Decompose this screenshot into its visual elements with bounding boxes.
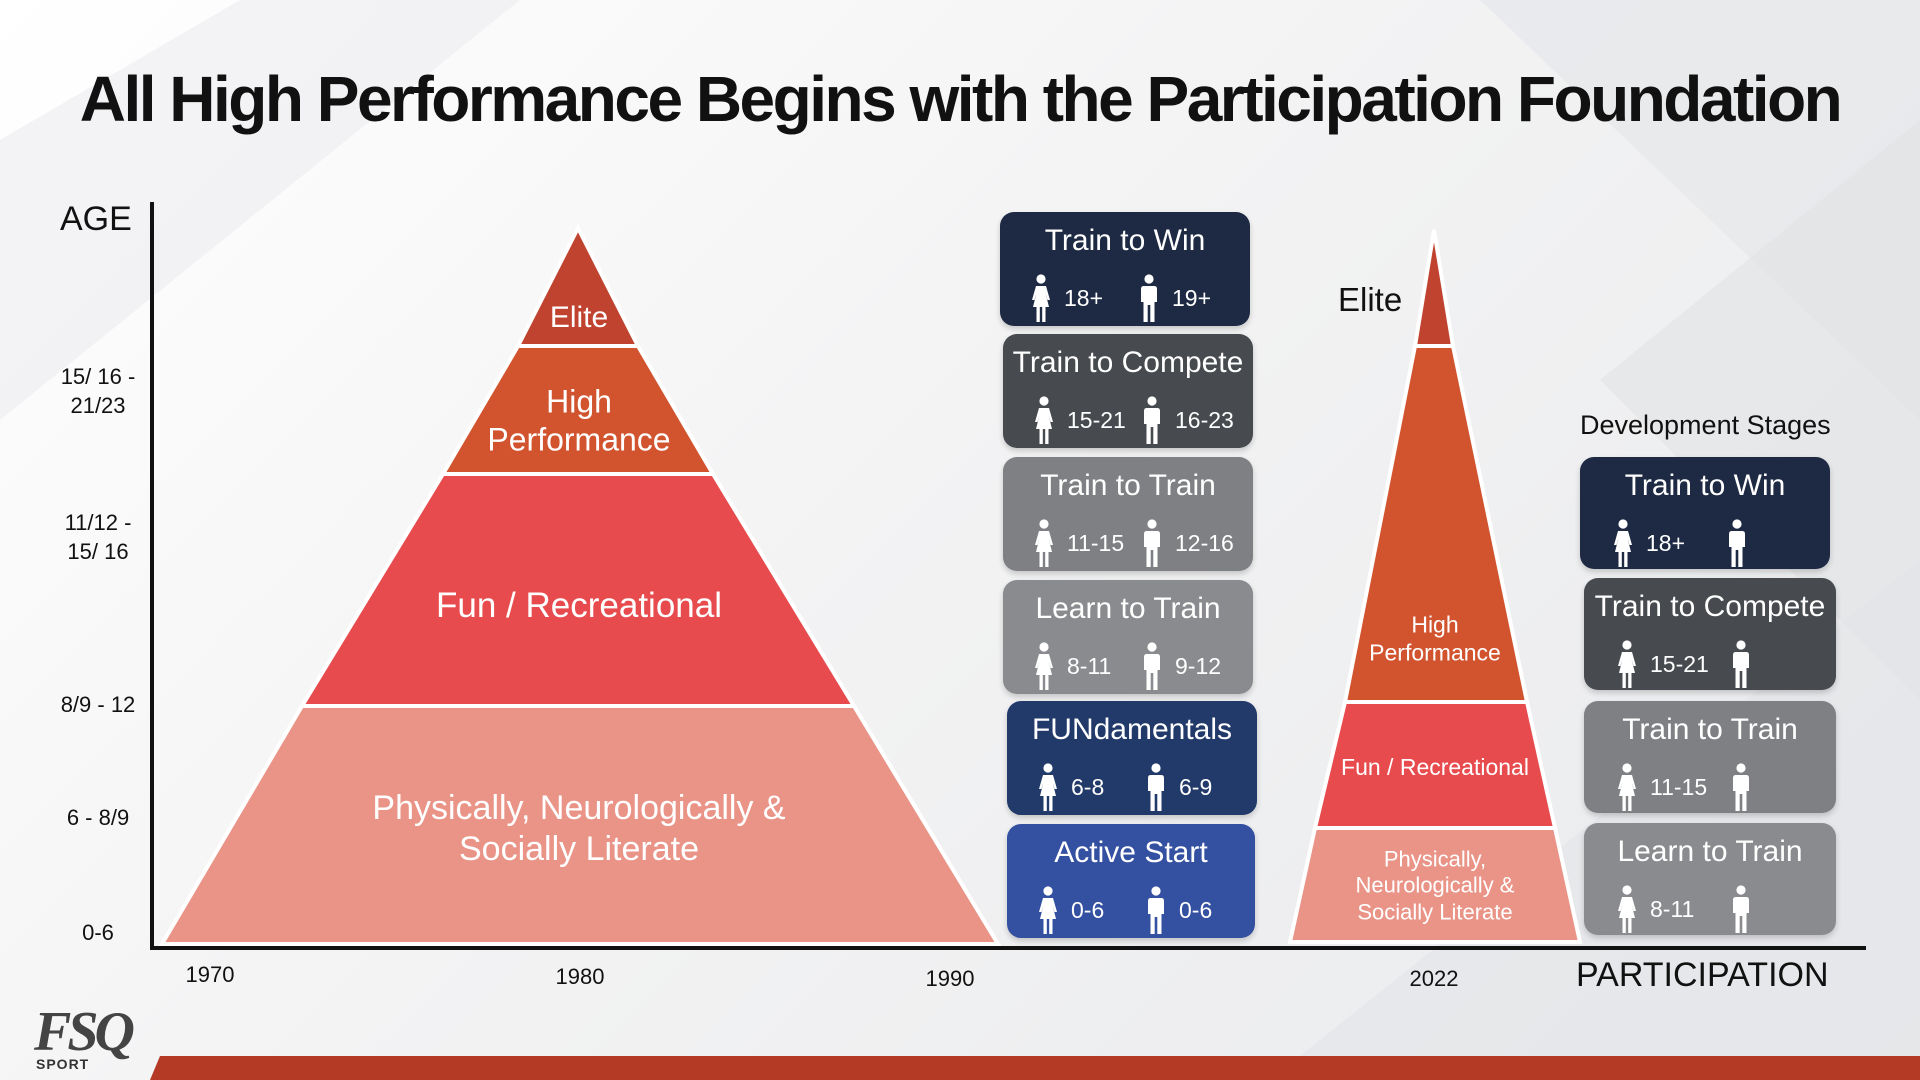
pyramid-1980-label: Physically, Neurologically & Socially Lit… <box>372 789 786 868</box>
male-icon <box>1144 642 1160 690</box>
female-icon <box>1039 763 1057 811</box>
female-icon <box>1035 642 1053 690</box>
female-icon <box>1614 519 1632 567</box>
male-age-range: 16-23 <box>1175 407 1234 433</box>
x-axis-label: PARTICIPATION <box>1576 956 1829 994</box>
male-age-range: 9-12 <box>1175 653 1222 679</box>
pyramid-1980-label: Fun / Recreational <box>436 586 722 625</box>
female-age-range: 11-15 <box>1650 774 1708 800</box>
pyramid-1980 <box>158 223 1002 946</box>
female-icon <box>1618 885 1636 933</box>
male-age-range: 19+ <box>1172 285 1212 311</box>
pyramid-2022-label: Fun / Recreational <box>1341 754 1529 781</box>
stage-card-label: Learn to Train <box>1035 592 1221 625</box>
male-icon <box>1141 274 1157 322</box>
stage-card-label: FUNdamentals <box>1031 713 1233 746</box>
age-tick: 0-6 <box>82 920 114 945</box>
stage-card-label: Active Start <box>1054 836 1208 869</box>
stage-card: Train to Compete 15-21 <box>1584 578 1836 690</box>
female-icon <box>1035 396 1053 444</box>
female-icon <box>1039 886 1057 934</box>
year-tick: 1990 <box>925 966 975 991</box>
stage-card: Train to Win 18+ <box>1580 457 1830 569</box>
stage-card-label: Train to Train <box>1622 713 1798 746</box>
stage-card: Active Start 0-6 0-6 <box>1007 824 1255 938</box>
male-age-range: 6-9 <box>1179 774 1213 800</box>
stage-card-label: Learn to Train <box>1617 835 1803 868</box>
stage-card: Train to Train 11-15 <box>1584 701 1836 813</box>
pyramid-1980-literacy-layer <box>158 704 1002 946</box>
slide-title: All High Performance Begins with the Par… <box>79 63 1843 135</box>
female-age-range: 6-8 <box>1071 774 1105 800</box>
stage-card-label: Train to Train <box>1040 469 1216 502</box>
stage-card: Train to Train 11-15 12-16 <box>1003 457 1253 571</box>
male-icon <box>1144 396 1160 444</box>
stage-card: Learn to Train 8-11 9-12 <box>1003 580 1253 694</box>
female-age-range: 15-21 <box>1067 407 1126 433</box>
age-tick: 6 - 8/9 <box>66 805 130 830</box>
male-icon <box>1144 519 1160 567</box>
pyramid-2022-label: Physically, Neurologically & Socially Lite… <box>1355 846 1515 925</box>
female-icon <box>1618 640 1636 688</box>
female-icon <box>1035 519 1053 567</box>
pyramid-2022-elite-label: Elite <box>1338 281 1403 318</box>
male-icon <box>1148 763 1164 811</box>
year-tick: 1970 <box>185 962 235 987</box>
male-age-range: 0-6 <box>1179 897 1213 923</box>
pyramid-2022-elite-layer <box>1412 229 1456 348</box>
year-tick: 1980 <box>555 964 605 989</box>
male-icon <box>1733 763 1749 811</box>
pyramid-2022-literacy-layer <box>1287 826 1583 944</box>
stage-card: Learn to Train 8-11 <box>1584 823 1836 935</box>
logo-mark: FSQ <box>34 1001 135 1063</box>
stage-card: Train to Compete 15-21 16-23 <box>1003 334 1253 448</box>
logo-subtitle: SPORT <box>36 1056 90 1072</box>
y-axis-line <box>150 202 154 950</box>
pyramid-1980-label: High Performance <box>487 383 671 458</box>
pyramid-2022 <box>1287 229 1583 944</box>
female-age-range: 15-21 <box>1650 651 1709 677</box>
age-tick: 11/12 -15/ 16 <box>64 510 132 564</box>
female-icon <box>1618 763 1636 811</box>
stage-card-label: Train to Win <box>1624 469 1786 502</box>
female-age-range: 8-11 <box>1067 653 1112 679</box>
y-axis-label: AGE <box>60 200 132 238</box>
female-icon <box>1032 274 1050 322</box>
male-icon <box>1733 885 1749 933</box>
pyramid-1980-label: Elite <box>549 301 609 334</box>
female-age-range: 18+ <box>1646 530 1686 556</box>
bottom-accent-bar <box>150 1056 1920 1080</box>
pyramid-2022-label: High Performance <box>1369 611 1501 665</box>
age-tick: 15/ 16 -21/23 <box>60 364 136 418</box>
x-axis-line <box>150 946 1866 950</box>
stage-card-label: Train to Win <box>1044 224 1206 257</box>
year-tick: 2022 <box>1409 966 1459 991</box>
female-age-range: 0-6 <box>1071 897 1105 923</box>
stage-card-label: Train to Compete <box>1594 590 1826 623</box>
stage-card: FUNdamentals 6-8 6-9 <box>1007 701 1257 815</box>
stage-card: Train to Win 18+ 19+ <box>1000 212 1250 326</box>
male-icon <box>1733 640 1749 688</box>
stage-card-label: Train to Compete <box>1012 346 1244 379</box>
male-icon <box>1729 519 1745 567</box>
female-age-range: 18+ <box>1064 285 1104 311</box>
male-age-range: 12-16 <box>1175 530 1234 556</box>
fsq-sport-logo: FSQ SPORT <box>34 1004 184 1076</box>
male-icon <box>1148 886 1164 934</box>
age-tick: 8/9 - 12 <box>60 692 136 717</box>
female-age-range: 8-11 <box>1650 896 1695 922</box>
development-stages-heading: Development Stages <box>1580 410 1831 440</box>
female-age-range: 11-15 <box>1067 530 1125 556</box>
